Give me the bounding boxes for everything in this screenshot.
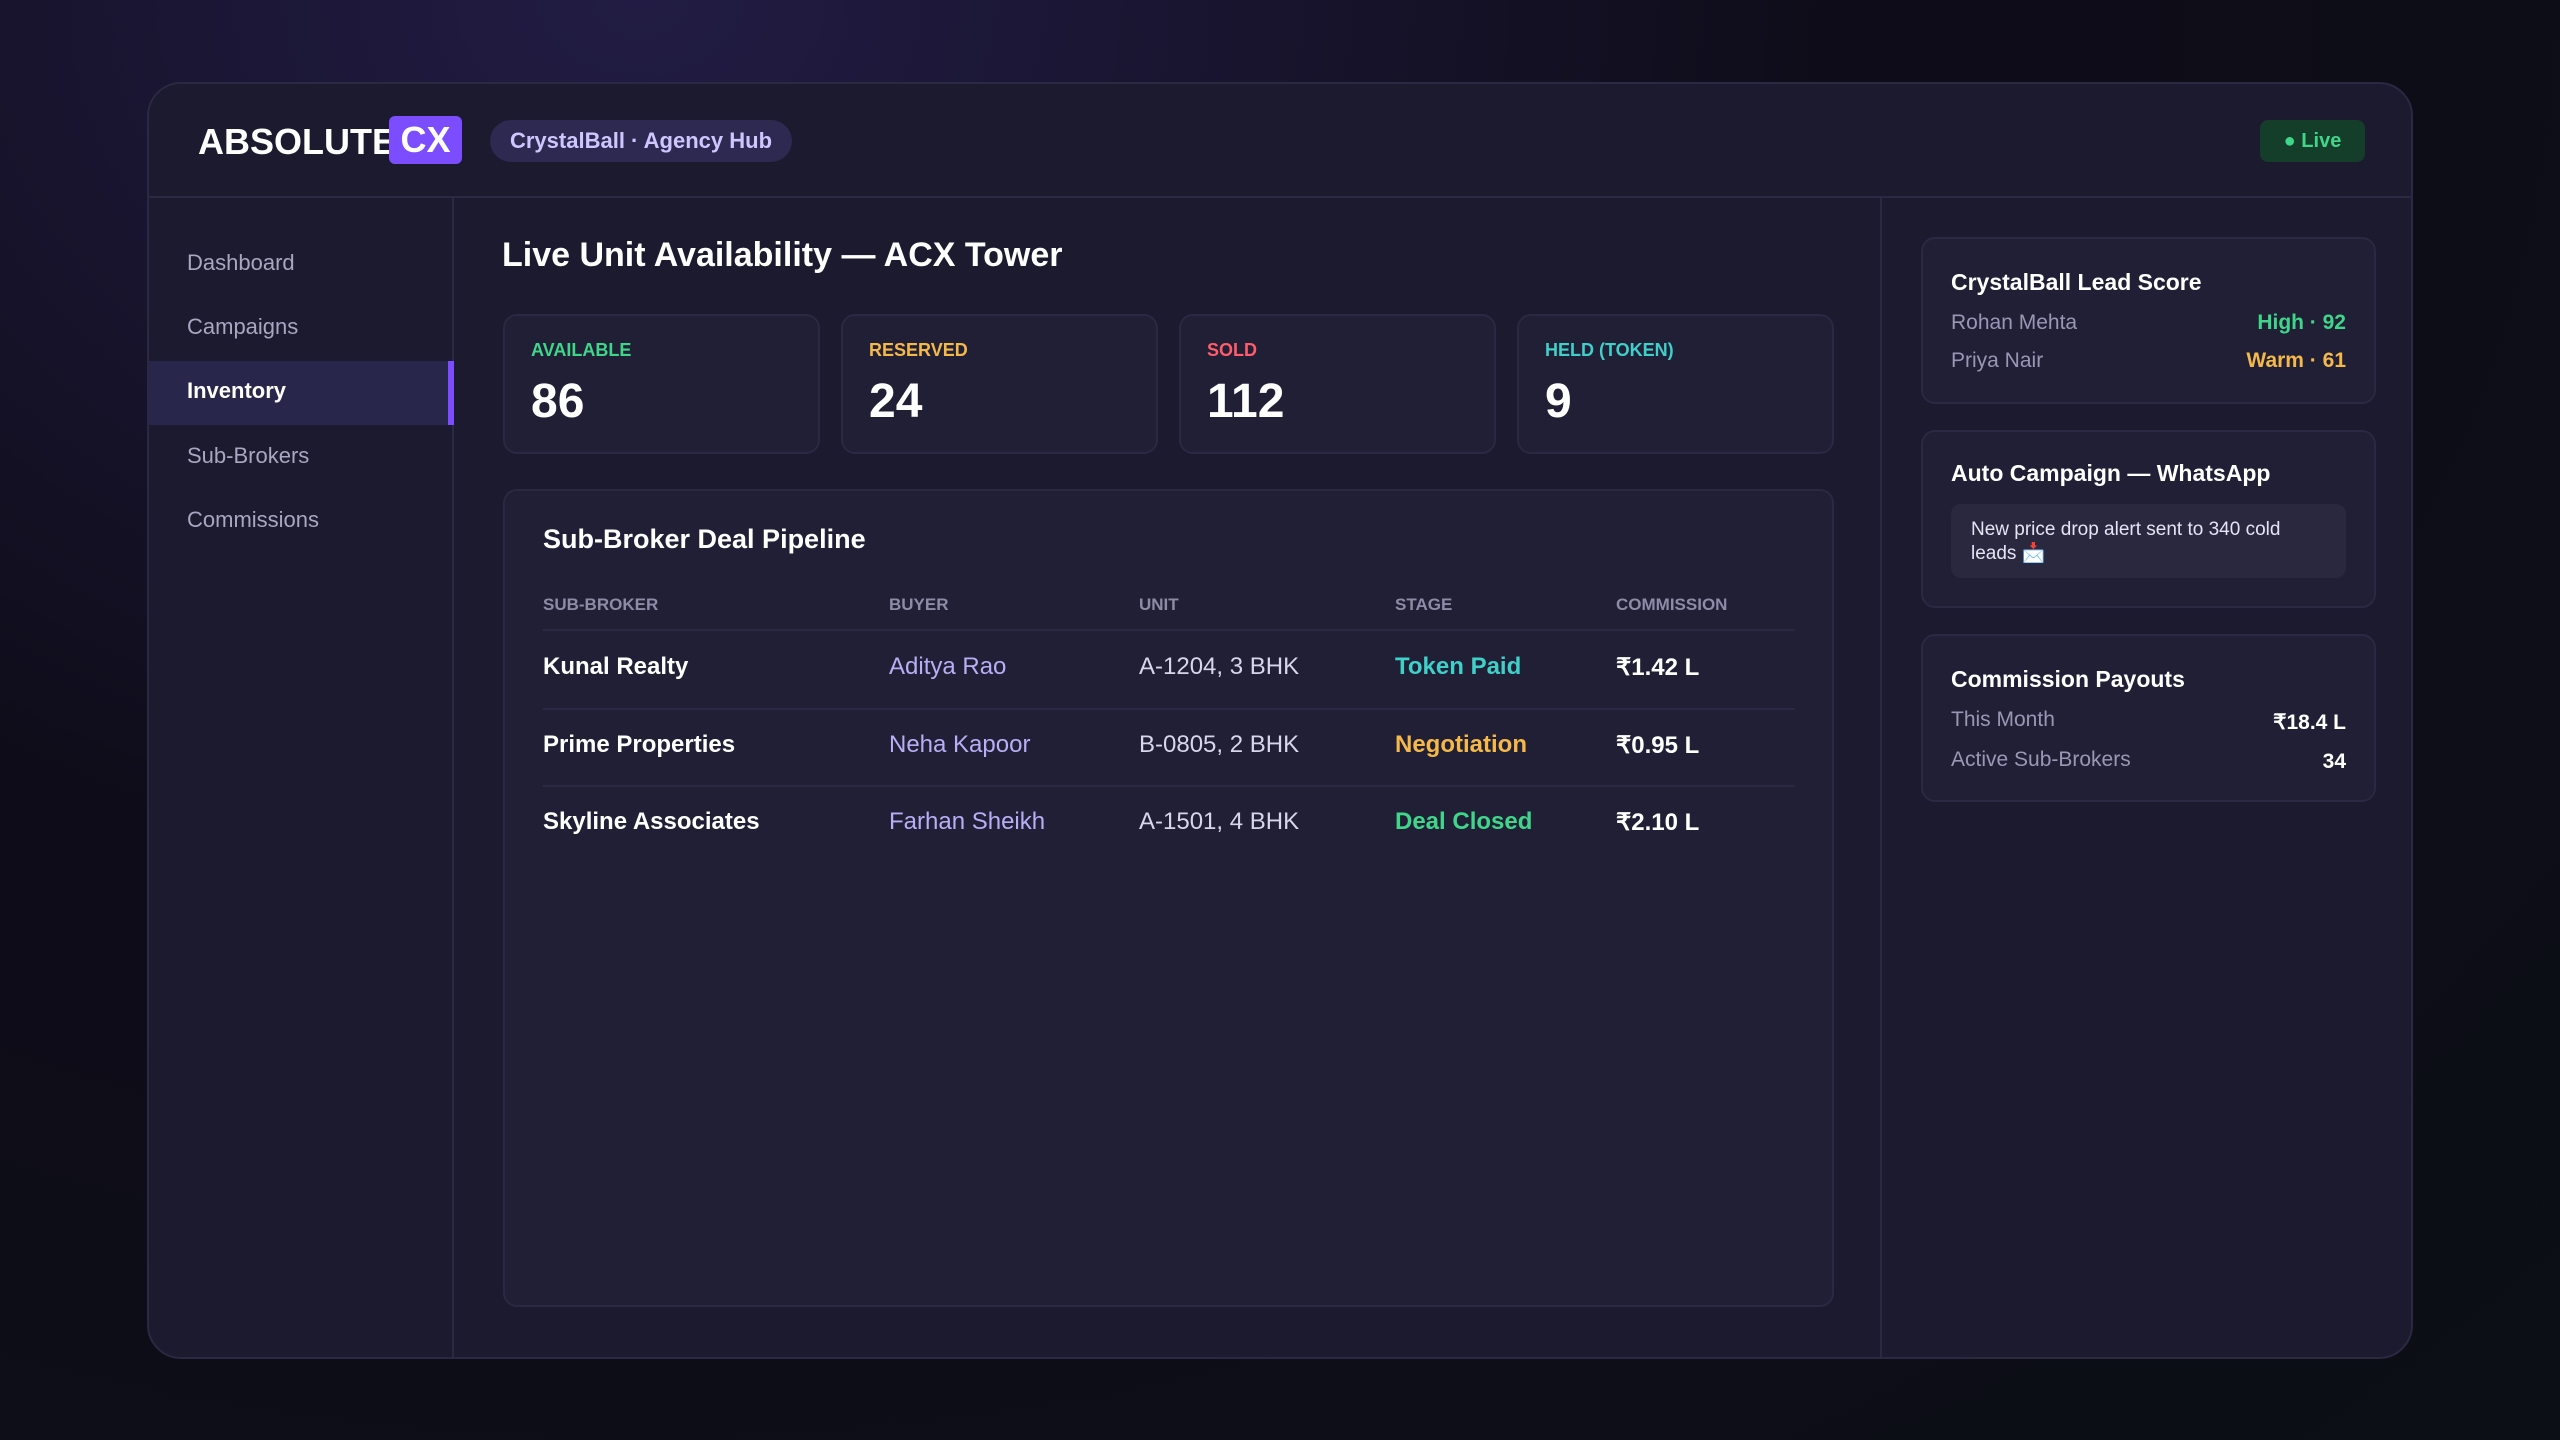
campaign-message: New price drop alert sent to 340 cold le… — [1951, 504, 2346, 578]
stat-label: SOLD — [1207, 340, 1258, 360]
row-divider — [543, 708, 1795, 710]
page-title: Live Unit Availability — ACX Tower — [502, 236, 1063, 274]
stat-label: HELD (TOKEN) — [1545, 340, 1674, 360]
nav-item[interactable]: Campaigns — [187, 314, 299, 339]
column-header: SUB-BROKER — [543, 595, 659, 614]
stat-card: HELD (TOKEN) 9 — [1517, 314, 1834, 454]
stat-value: 24 — [869, 375, 923, 428]
payout-value: 34 — [2322, 750, 2346, 773]
payout-label: Active Sub-Brokers — [1951, 748, 2131, 771]
row-divider — [543, 785, 1795, 787]
lead-score-card: CrystalBall Lead Score Rohan Mehta High · … — [1921, 237, 2376, 404]
logo-accent: CX — [389, 116, 462, 164]
payout-label: This Month — [1951, 708, 2055, 731]
card-title: Auto Campaign — WhatsApp — [1951, 460, 2271, 486]
column-header: STAGE — [1395, 595, 1453, 614]
stat-label: AVAILABLE — [531, 340, 632, 360]
unit: A-1204, 3 BHK — [1139, 653, 1300, 680]
stage: Token Paid — [1395, 653, 1522, 680]
sub-broker: Prime Properties — [543, 731, 736, 758]
stage: Deal Closed — [1395, 808, 1533, 835]
commission: ₹2.10 L — [1616, 809, 1700, 836]
lead-name: Priya Nair — [1951, 349, 2044, 372]
header: ABSOLUTE CX CrystalBall · Agency Hub ● L… — [149, 84, 2411, 198]
stat-label: RESERVED — [869, 340, 968, 360]
stat-value: 9 — [1545, 375, 1572, 428]
payouts-card: Commission Payouts This Month ₹18.4 L Activ… — [1921, 634, 2376, 802]
pipeline-title: Sub-Broker Deal Pipeline — [543, 524, 866, 554]
nav-item[interactable]: Dashboard — [187, 250, 295, 275]
payout-value: ₹18.4 L — [2273, 711, 2346, 734]
column-header: BUYER — [889, 595, 949, 614]
nav-item[interactable]: Inventory — [187, 378, 287, 403]
card-title: Commission Payouts — [1951, 666, 2185, 692]
stat-value: 112 — [1207, 375, 1285, 428]
buyer: Aditya Rao — [889, 653, 1007, 680]
stat-card: SOLD 112 — [1179, 314, 1496, 454]
commission: ₹1.42 L — [1616, 654, 1700, 681]
lead-score: Warm · 61 — [2246, 349, 2346, 372]
buyer: Neha Kapoor — [889, 731, 1031, 758]
sidebar: Dashboard Campaigns Inventory Sub-Brokers Co… — [149, 198, 454, 1357]
unit: B-0805, 2 BHK — [1139, 731, 1300, 758]
unit: A-1501, 4 BHK — [1139, 808, 1300, 835]
divider — [1880, 198, 1882, 1357]
column-header: UNIT — [1139, 595, 1179, 614]
app-window: ABSOLUTE CX CrystalBall · Agency Hub ● L… — [147, 82, 2413, 1359]
buyer: Farhan Sheikh — [889, 808, 1046, 835]
sub-broker: Skyline Associates — [543, 808, 760, 835]
hub-badge: CrystalBall · Agency Hub — [490, 120, 792, 162]
nav-item[interactable]: Sub-Brokers — [187, 443, 310, 468]
lead-score: High · 92 — [2257, 311, 2346, 334]
stat-card: RESERVED 24 — [841, 314, 1158, 454]
lead-name: Rohan Mehta — [1951, 311, 2078, 334]
active-indicator — [149, 361, 454, 425]
stage: Negotiation — [1395, 731, 1527, 758]
live-status: ● Live — [2260, 120, 2365, 162]
card-title: CrystalBall Lead Score — [1951, 269, 2202, 295]
pipeline-card: Sub-Broker Deal Pipeline SUB-BROKER BUYER U… — [503, 489, 1834, 1307]
column-header: COMMISSION — [1616, 595, 1728, 614]
stat-card: AVAILABLE 86 — [503, 314, 820, 454]
row-divider — [543, 629, 1795, 631]
logo: ABSOLUTE — [198, 121, 396, 162]
campaign-card: Auto Campaign — WhatsApp New price drop a… — [1921, 430, 2376, 608]
commission: ₹0.95 L — [1616, 732, 1700, 759]
stat-value: 86 — [531, 375, 585, 428]
nav-item[interactable]: Commissions — [187, 507, 320, 532]
sub-broker: Kunal Realty — [543, 653, 689, 680]
